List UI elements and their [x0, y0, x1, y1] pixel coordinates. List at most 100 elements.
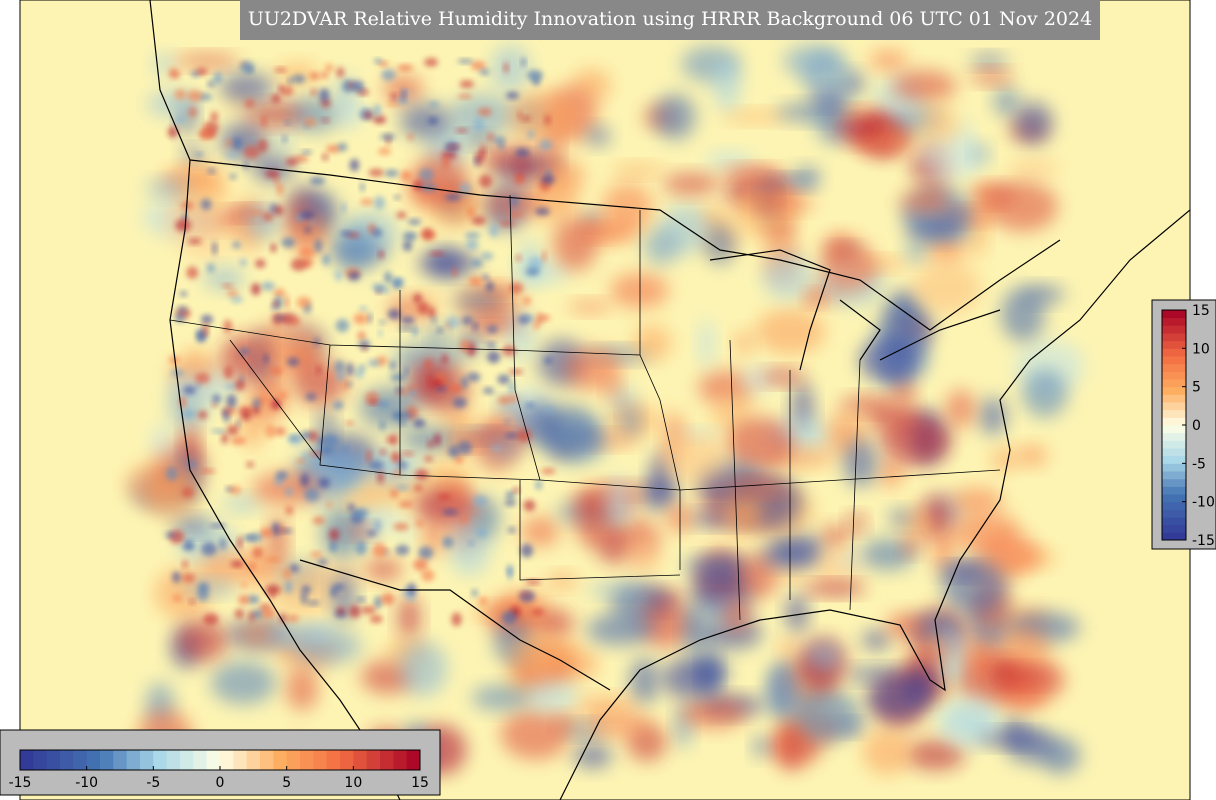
field-speck	[368, 168, 385, 177]
colorbar-segment	[60, 750, 74, 770]
colorbar-segment	[206, 750, 221, 770]
field-speck	[282, 135, 288, 143]
field-blob	[841, 550, 860, 572]
field-blob	[253, 319, 324, 375]
field-speck	[450, 384, 455, 390]
field-blob	[888, 508, 913, 527]
field-speck	[373, 519, 382, 532]
field-speck	[318, 477, 330, 489]
field-speck	[381, 69, 396, 81]
field-speck	[459, 80, 474, 89]
field-speck	[291, 74, 306, 84]
field-speck	[506, 564, 514, 577]
field-speck	[361, 605, 377, 615]
field-speck	[336, 370, 346, 382]
field-speck	[298, 247, 315, 259]
field-blob	[606, 474, 632, 523]
field-blob	[627, 534, 660, 576]
field-speck	[286, 614, 299, 622]
field-blob	[734, 330, 754, 356]
colorbar-segment	[166, 750, 181, 770]
field-speck	[230, 436, 247, 445]
field-speck	[172, 594, 182, 602]
field-speck	[482, 387, 495, 394]
field-blob	[574, 696, 639, 715]
field-speck	[457, 94, 473, 99]
field-speck	[207, 80, 215, 88]
field-speck	[317, 558, 328, 566]
field-blob	[760, 369, 806, 385]
field-speck	[527, 69, 543, 81]
field-blob	[572, 742, 613, 769]
colorbar-tick-label: 10	[344, 775, 362, 791]
field-blob	[722, 596, 752, 633]
colorbar-segment	[1162, 455, 1186, 464]
field-speck	[441, 354, 448, 364]
field-blob	[904, 241, 928, 263]
field-blob	[170, 516, 212, 534]
colorbar-segment	[1162, 524, 1186, 533]
field-speck	[413, 293, 423, 304]
colorbar-segment	[1162, 494, 1186, 503]
field-speck	[194, 372, 210, 384]
field-speck	[312, 516, 325, 525]
colorbar-segment	[140, 750, 154, 770]
field-speck	[424, 455, 433, 463]
map-title: UU2DVAR Relative Humidity Innovation usi…	[248, 8, 1092, 30]
field-speck	[300, 473, 309, 487]
field-speck	[479, 596, 488, 606]
field-speck	[505, 433, 519, 439]
field-speck	[276, 470, 289, 480]
field-speck	[420, 227, 434, 241]
colorbar-segment	[1162, 356, 1186, 365]
colorbar-segment	[1162, 409, 1186, 418]
field-speck	[475, 151, 483, 166]
field-blob	[705, 224, 736, 266]
field-blob	[500, 709, 571, 760]
field-speck	[183, 385, 197, 395]
field-speck	[223, 365, 233, 380]
colorbar-segment	[1162, 463, 1186, 472]
colorbar-segment	[73, 750, 88, 770]
field-speck	[501, 610, 517, 624]
colorbar-segment	[1162, 425, 1186, 434]
field-speck	[372, 103, 382, 117]
field-speck	[544, 357, 553, 364]
colorbar-tick-label: -10	[75, 775, 98, 791]
field-speck	[525, 402, 535, 408]
field-blob	[1022, 369, 1068, 419]
colorbar-segment	[1162, 517, 1186, 526]
field-speck	[508, 381, 515, 394]
field-speck	[303, 117, 317, 127]
field-speck	[428, 101, 440, 108]
field-speck	[174, 115, 185, 125]
field-speck	[470, 259, 483, 267]
state-lines	[169, 194, 1001, 621]
field-speck	[407, 133, 414, 141]
colorbar-segment	[1162, 348, 1186, 357]
field-blob	[556, 713, 575, 733]
field-speck	[522, 116, 531, 122]
field-blob	[567, 300, 612, 314]
field-speck	[284, 487, 294, 497]
field-speck	[395, 485, 410, 491]
field-blob	[221, 495, 264, 513]
field-blob	[847, 514, 866, 532]
field-speck	[467, 207, 475, 218]
field-speck	[541, 468, 556, 475]
field-speck	[237, 536, 243, 549]
colorbar-tick-label: 10	[1192, 341, 1210, 357]
field-speck	[300, 591, 308, 605]
field-speck	[239, 347, 250, 356]
colorbar-segment	[1162, 363, 1186, 372]
field-speck	[274, 67, 287, 73]
field-speck	[538, 139, 553, 151]
field-speck	[200, 198, 212, 210]
field-speck	[334, 359, 346, 374]
field-speck	[284, 295, 289, 309]
field-blob	[683, 601, 706, 657]
field-blob	[996, 628, 1051, 669]
colorbar-segment	[1162, 340, 1186, 349]
field-speck	[210, 111, 218, 123]
field-speck	[535, 480, 543, 490]
